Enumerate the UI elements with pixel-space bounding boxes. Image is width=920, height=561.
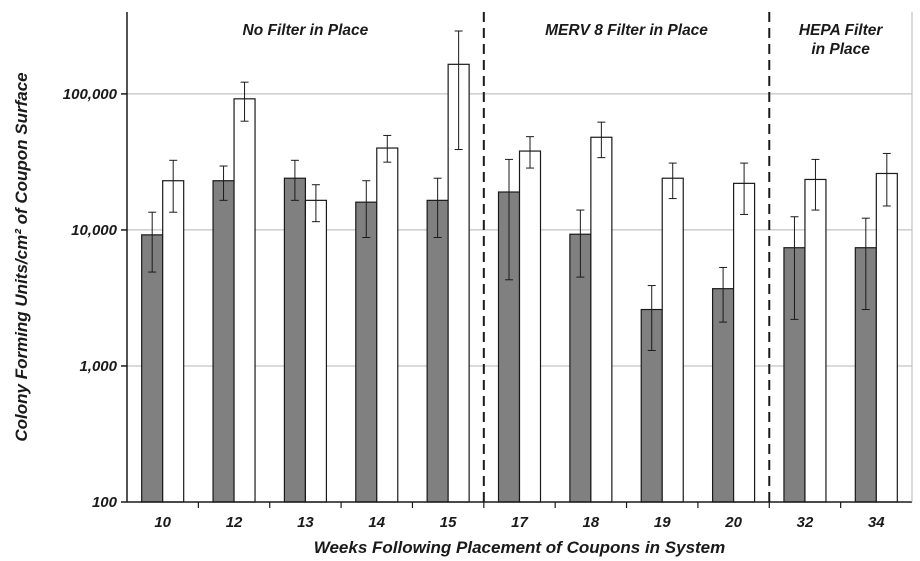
x-tick-label: 18 <box>583 514 600 531</box>
x-axis-title: Weeks Following Placement of Coupons in … <box>314 538 726 557</box>
y-tick-label: 1,000 <box>79 358 117 375</box>
x-tick-label: 14 <box>368 514 385 531</box>
error-bars <box>148 30 891 351</box>
bars <box>141 63 898 503</box>
x-tick-label: 13 <box>297 514 314 531</box>
x-tick-label: 32 <box>797 514 814 531</box>
bar-white <box>518 150 542 503</box>
y-tick-label: 10,000 <box>71 222 118 239</box>
section-separators <box>482 12 771 502</box>
labels: 100 1,000 10,000 100,000 10 12 13 14 15 17 18 19 20 3… <box>63 22 886 531</box>
bar-white <box>590 136 613 503</box>
section-label: HEPA Filter <box>799 22 884 39</box>
y-tick-label: 100,000 <box>63 86 118 103</box>
y-axis-title: Colony Forming Units/cm² of Coupon Surfa… <box>12 72 31 441</box>
bar-white <box>233 98 256 503</box>
section-label: MERV 8 Filter in Place <box>545 22 708 39</box>
bar-gray <box>355 201 378 503</box>
bar-white <box>875 172 898 503</box>
bar-white <box>304 199 328 503</box>
x-tick-label: 34 <box>868 514 885 531</box>
bar-gray <box>426 199 449 503</box>
y-tick-label: 100 <box>92 494 118 511</box>
bar-white <box>376 147 399 503</box>
bar-gray <box>141 234 164 503</box>
section-label: No Filter in Place <box>243 22 369 39</box>
bar-white <box>732 182 756 503</box>
x-tick-label: 15 <box>440 514 457 531</box>
bar-gray <box>212 180 235 503</box>
x-tick-label: 19 <box>654 514 671 531</box>
bar-white <box>661 177 684 503</box>
bar-white <box>162 180 185 503</box>
axes <box>121 12 913 508</box>
x-tick-label: 17 <box>511 514 528 531</box>
section-label: in Place <box>811 41 870 58</box>
bar-white <box>804 178 827 503</box>
x-tick-label: 20 <box>724 514 742 531</box>
bar-gray <box>283 177 307 503</box>
x-tick-label: 12 <box>226 514 243 531</box>
x-tick-label: 10 <box>154 514 171 531</box>
